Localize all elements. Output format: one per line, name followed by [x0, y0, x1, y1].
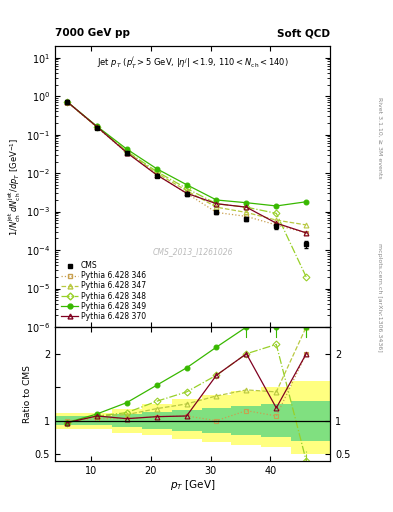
Pythia 6.428 370: [214, 201, 219, 207]
Pythia 6.428 346: [244, 214, 249, 220]
Pythia 6.428 370: [184, 190, 189, 196]
Pythia 6.428 370: [244, 204, 249, 210]
Pythia 6.428 370: [154, 172, 159, 178]
Pythia 6.428 349: [274, 203, 279, 209]
X-axis label: $p_T\ [\mathrm{GeV}]$: $p_T\ [\mathrm{GeV}]$: [170, 478, 215, 493]
Y-axis label: Ratio to CMS: Ratio to CMS: [23, 365, 32, 423]
Line: Pythia 6.428 370: Pythia 6.428 370: [64, 99, 309, 236]
Pythia 6.428 347: [184, 187, 189, 194]
Pythia 6.428 348: [274, 210, 279, 217]
Pythia 6.428 346: [125, 150, 129, 156]
Pythia 6.428 348: [304, 274, 309, 280]
Line: Pythia 6.428 347: Pythia 6.428 347: [64, 99, 309, 227]
Pythia 6.428 347: [154, 170, 159, 176]
Line: Pythia 6.428 346: Pythia 6.428 346: [64, 99, 309, 236]
Text: 7000 GeV pp: 7000 GeV pp: [55, 28, 130, 38]
Pythia 6.428 349: [244, 200, 249, 206]
Pythia 6.428 346: [95, 124, 99, 131]
Pythia 6.428 349: [95, 123, 99, 130]
Pythia 6.428 348: [184, 185, 189, 191]
Text: mcplots.cern.ch [arXiv:1306.3436]: mcplots.cern.ch [arXiv:1306.3436]: [377, 243, 382, 351]
Pythia 6.428 349: [304, 199, 309, 205]
Pythia 6.428 348: [214, 201, 219, 207]
Text: Rivet 3.1.10, ≥ 3M events: Rivet 3.1.10, ≥ 3M events: [377, 97, 382, 179]
Pythia 6.428 349: [125, 146, 129, 152]
Pythia 6.428 346: [274, 222, 279, 228]
Pythia 6.428 348: [244, 204, 249, 210]
Line: Pythia 6.428 348: Pythia 6.428 348: [64, 99, 309, 280]
Pythia 6.428 370: [125, 150, 129, 156]
Text: CMS_2013_I1261026: CMS_2013_I1261026: [152, 247, 233, 255]
Legend: CMS, Pythia 6.428 346, Pythia 6.428 347, Pythia 6.428 348, Pythia 6.428 349, Pyt: CMS, Pythia 6.428 346, Pythia 6.428 347,…: [59, 259, 149, 323]
Pythia 6.428 348: [125, 148, 129, 154]
Pythia 6.428 348: [95, 124, 99, 130]
Pythia 6.428 346: [304, 230, 309, 236]
Pythia 6.428 346: [64, 99, 69, 105]
Pythia 6.428 347: [125, 148, 129, 155]
Pythia 6.428 349: [154, 166, 159, 172]
Pythia 6.428 346: [184, 190, 189, 196]
Pythia 6.428 347: [214, 204, 219, 210]
Pythia 6.428 348: [64, 99, 69, 105]
Pythia 6.428 370: [95, 124, 99, 130]
Text: Soft QCD: Soft QCD: [277, 28, 330, 38]
Pythia 6.428 347: [304, 222, 309, 228]
Pythia 6.428 347: [274, 217, 279, 223]
Pythia 6.428 347: [244, 209, 249, 216]
Pythia 6.428 349: [214, 197, 219, 203]
Pythia 6.428 347: [95, 124, 99, 130]
Pythia 6.428 349: [184, 182, 189, 188]
Y-axis label: $1/N_\mathrm{ch}^\mathrm{jet}\,dN_\mathrm{ch}^\mathrm{jet}/dp_T\ [\mathrm{GeV}^{: $1/N_\mathrm{ch}^\mathrm{jet}\,dN_\mathr…: [7, 137, 23, 236]
Text: Jet $p_T$ ($p^j_T$$>$5 GeV, $|\eta^j|$$<$1.9, 110$<$$N_\mathrm{ch}$$<$140): Jet $p_T$ ($p^j_T$$>$5 GeV, $|\eta^j|$$<…: [97, 54, 288, 71]
Pythia 6.428 370: [274, 220, 279, 226]
Pythia 6.428 370: [304, 230, 309, 236]
Line: Pythia 6.428 349: Pythia 6.428 349: [64, 99, 309, 208]
Pythia 6.428 349: [64, 99, 69, 105]
Pythia 6.428 370: [64, 99, 69, 105]
Pythia 6.428 346: [214, 209, 219, 216]
Pythia 6.428 347: [64, 99, 69, 105]
Pythia 6.428 346: [154, 172, 159, 178]
Pythia 6.428 348: [154, 168, 159, 175]
